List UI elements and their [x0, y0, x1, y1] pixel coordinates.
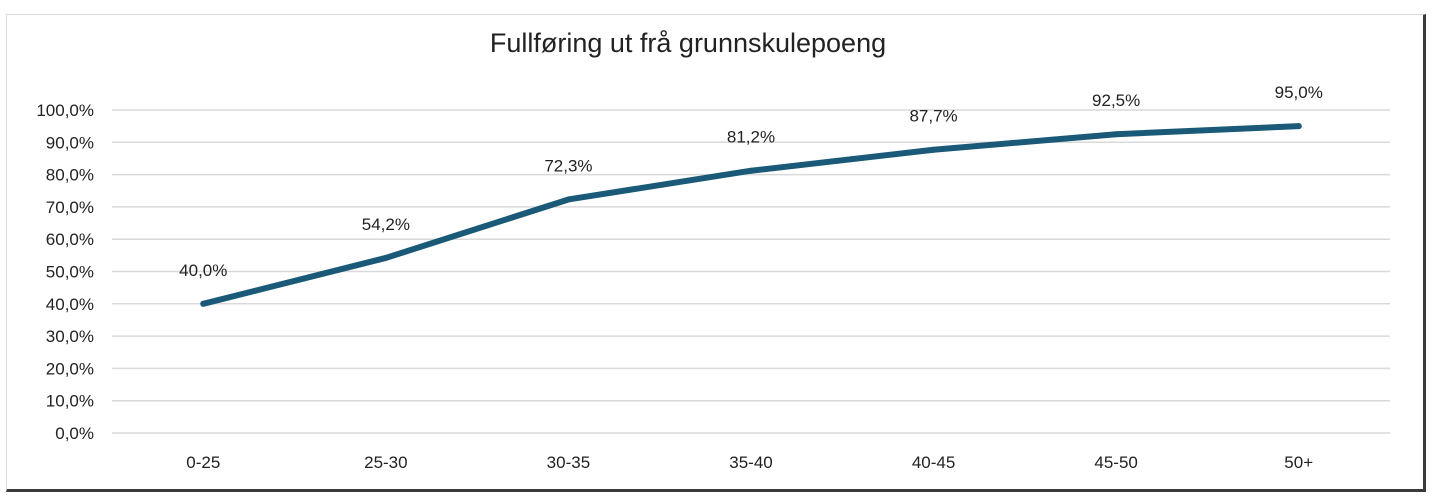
y-tick-label: 40,0% [46, 295, 94, 314]
x-tick-label: 40-45 [912, 453, 955, 472]
x-tick-label: 35-40 [729, 453, 772, 472]
data-point [930, 146, 937, 153]
x-tick-label: 0-25 [186, 453, 220, 472]
y-tick-label: 100,0% [36, 101, 94, 120]
data-labels: 40,0% 54,2% 72,3% 81,2% 87,7% 92,5% 95,0% [179, 83, 1323, 280]
x-axis-ticks: 0-25 25-30 30-35 35-40 40-45 45-50 50+ [186, 453, 1313, 472]
y-tick-label: 10,0% [46, 392, 94, 411]
data-label: 72,3% [544, 156, 592, 175]
y-tick-label: 80,0% [46, 166, 94, 185]
data-label: 87,7% [909, 107, 957, 126]
gridlines [112, 109, 1390, 434]
data-label: 95,0% [1275, 83, 1323, 102]
chart-title: Fullføring ut frå grunnskulepoeng [489, 28, 887, 58]
y-tick-label: 0,0% [55, 424, 94, 443]
data-point [200, 300, 207, 307]
data-point [1113, 131, 1120, 138]
x-tick-label: 50+ [1284, 453, 1313, 472]
chart-frame [6, 14, 1426, 492]
series-group [200, 123, 1302, 307]
x-tick-label: 30-35 [547, 453, 590, 472]
data-label: 54,2% [362, 215, 410, 234]
y-tick-label: 50,0% [46, 263, 94, 282]
x-tick-label: 25-30 [364, 453, 407, 472]
y-tick-label: 90,0% [46, 133, 94, 152]
y-tick-label: 60,0% [46, 230, 94, 249]
data-point [565, 196, 572, 203]
data-point [748, 167, 754, 174]
y-axis-ticks: 0,0% 10,0% 20,0% 30,0% 40,0% 50,0% 60,0% 70,0% 8… [36, 101, 94, 443]
data-label: 92,5% [1092, 91, 1140, 110]
y-tick-label: 70,0% [46, 198, 94, 217]
data-label: 40,0% [179, 261, 227, 280]
data-label: 81,2% [727, 128, 775, 147]
data-point [382, 254, 389, 261]
y-tick-label: 20,0% [46, 359, 94, 378]
y-tick-label: 30,0% [46, 327, 94, 346]
data-point [1295, 123, 1302, 130]
x-tick-label: 45-50 [1094, 453, 1137, 472]
